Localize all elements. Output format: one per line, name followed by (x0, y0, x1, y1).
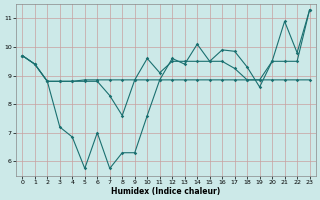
X-axis label: Humidex (Indice chaleur): Humidex (Indice chaleur) (111, 187, 220, 196)
